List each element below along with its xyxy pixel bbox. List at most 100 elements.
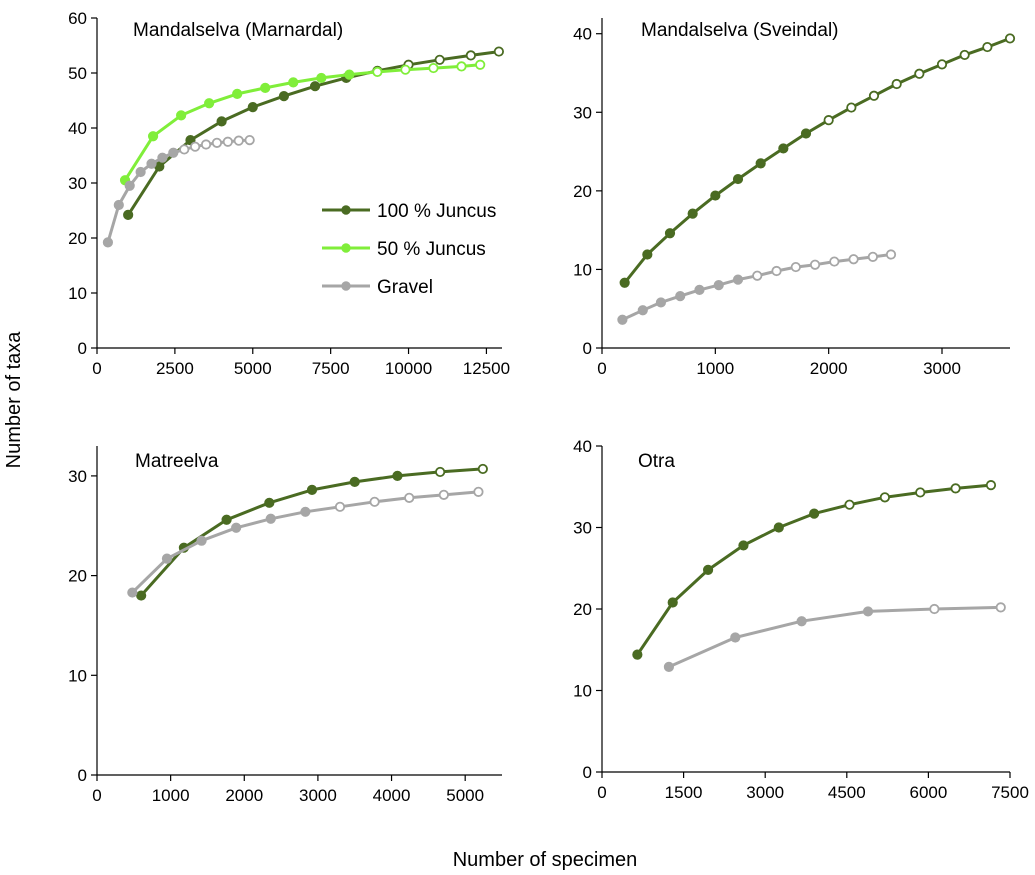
legend-swatch-marker — [341, 243, 351, 253]
y-tick-label: 40 — [573, 437, 592, 456]
data-point — [667, 597, 678, 608]
extrapolated-point — [995, 602, 1006, 613]
y-tick-label: 50 — [68, 64, 87, 83]
data-point — [730, 632, 741, 643]
extrapolated-point — [190, 141, 201, 152]
data-point — [247, 102, 258, 113]
extrapolated-point — [823, 115, 834, 126]
extrapolated-point — [771, 265, 782, 277]
series-gravel — [102, 135, 255, 248]
extrapolated-point — [844, 499, 855, 510]
x-tick-label: 0 — [92, 786, 101, 805]
data-point — [185, 135, 196, 146]
data-point — [221, 514, 232, 525]
series-100-juncus — [632, 480, 997, 660]
x-tick-label: 4500 — [828, 783, 866, 802]
x-tick-label: 2500 — [156, 359, 194, 378]
extrapolated-point — [950, 483, 961, 494]
series-line — [123, 63, 481, 182]
extrapolated-point — [752, 270, 763, 281]
extrapolated-point — [959, 49, 970, 61]
extrapolated-point — [244, 135, 255, 146]
data-point — [136, 590, 147, 601]
extrapolated-point — [404, 492, 415, 503]
extrapolated-point — [848, 254, 859, 265]
x-tick-label: 12500 — [463, 359, 510, 378]
extrapolated-point — [200, 139, 212, 150]
y-tick-label: 10 — [68, 284, 87, 303]
extrapolated-point — [914, 68, 925, 79]
chart-panel-3: 0 10 20 30 0 1000 2000 3000 4000 5000 Matreelva — [68, 446, 502, 805]
series-100-juncus — [619, 33, 1016, 288]
y-tick-label: 20 — [68, 567, 87, 586]
x-tick-label: 0 — [597, 783, 606, 802]
data-point — [260, 82, 271, 93]
legend-item: Gravel — [322, 277, 433, 298]
x-tick-label: 4000 — [373, 786, 411, 805]
series-line — [106, 138, 250, 243]
data-point — [231, 522, 242, 533]
data-point — [687, 208, 698, 219]
data-point — [713, 280, 724, 291]
y-tick-label: 0 — [583, 339, 592, 358]
data-point — [617, 314, 628, 325]
extrapolated-point — [809, 259, 821, 270]
x-tick-label: 5000 — [234, 359, 272, 378]
data-point — [738, 540, 749, 551]
extrapolated-point — [372, 66, 383, 78]
series-line — [126, 50, 500, 216]
extrapolated-point — [456, 61, 467, 72]
data-point — [113, 199, 124, 211]
extrapolated-point — [915, 487, 926, 498]
data-point — [309, 81, 321, 92]
x-tick-label: 2000 — [225, 786, 263, 805]
y-tick-label: 30 — [573, 103, 592, 122]
y-tick-label: 40 — [573, 25, 592, 44]
y-tick-label: 30 — [573, 519, 592, 538]
extrapolated-point — [493, 46, 504, 57]
extrapolated-point — [885, 249, 897, 260]
data-point — [632, 649, 643, 660]
data-point — [316, 72, 327, 84]
extrapolated-point — [428, 62, 439, 74]
extrapolated-point — [400, 64, 411, 75]
data-point — [800, 128, 812, 139]
extrapolated-point — [477, 463, 488, 475]
data-point — [264, 497, 275, 508]
x-tick-label: 0 — [92, 359, 101, 378]
series-gravel — [127, 486, 484, 598]
data-point — [663, 661, 675, 672]
data-point — [176, 110, 187, 121]
chart-panel-2: 0 10 20 30 40 0 1000 2000 3000 Mandalselva (Svein… — [573, 18, 1016, 378]
data-point — [675, 291, 686, 302]
data-point — [157, 152, 168, 163]
extrapolated-point — [179, 144, 190, 155]
data-point — [232, 88, 243, 100]
data-point — [288, 77, 299, 88]
series-line — [623, 36, 1011, 284]
series-100-juncus — [136, 463, 488, 601]
extrapolated-point — [1004, 33, 1016, 44]
extrapolated-point — [438, 489, 449, 500]
x-tick-label: 7500 — [991, 783, 1029, 802]
series-line — [668, 605, 1001, 669]
extrapolated-point — [473, 486, 484, 497]
data-point — [147, 131, 159, 142]
extrapolated-point — [211, 137, 223, 148]
y-tick-label: 20 — [68, 229, 87, 248]
data-point — [161, 553, 173, 564]
series-100-juncus — [123, 46, 504, 220]
data-point — [146, 158, 157, 169]
extrapolated-point — [929, 603, 940, 615]
x-tick-label: 3000 — [923, 359, 961, 378]
x-tick-label: 1000 — [696, 359, 734, 378]
legend-item: 50 % Juncus — [322, 239, 486, 260]
y-tick-label: 30 — [68, 174, 87, 193]
legend-label: 100 % Juncus — [377, 201, 496, 222]
chart-title: Otra — [638, 451, 675, 472]
data-point — [300, 506, 311, 517]
legend-label: 50 % Juncus — [377, 239, 486, 260]
y-tick-label: 60 — [68, 9, 87, 28]
